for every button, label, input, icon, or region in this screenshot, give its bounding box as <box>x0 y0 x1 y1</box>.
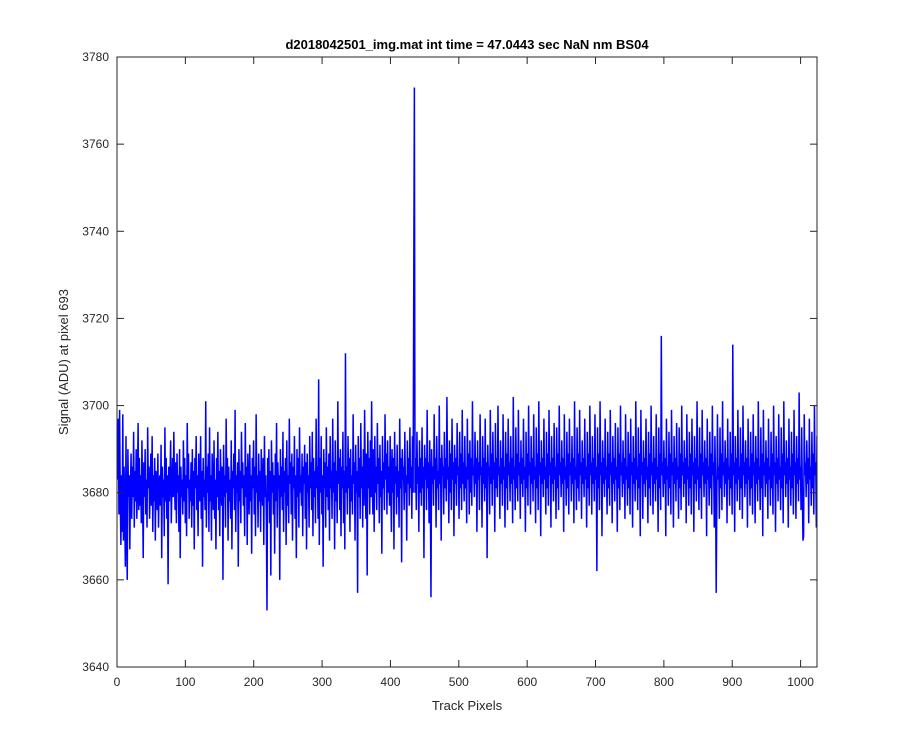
axes-background <box>117 57 817 667</box>
x-axis-ticks: 0 100 200 300 400 500 600 700 800 900 1000 <box>114 57 814 689</box>
x-axis-label: Track Pixels <box>432 698 503 713</box>
x-tick-label: 500 <box>449 675 469 689</box>
y-tick-label: 3760 <box>82 137 109 151</box>
x-tick-label: 100 <box>175 675 195 689</box>
axes-box <box>116 56 818 668</box>
x-tick-label: 0 <box>114 675 121 689</box>
y-tick-label: 3640 <box>82 660 109 674</box>
y-axis-label: Signal (ADU) at pixel 693 <box>56 289 71 435</box>
y-tick-label: 3720 <box>82 311 109 325</box>
x-tick-label: 700 <box>586 675 606 689</box>
x-tick-label: 800 <box>654 675 674 689</box>
y-axis-ticks: 3640 3660 3680 3700 3720 3740 3760 3780 <box>82 50 817 674</box>
x-tick-label: 1000 <box>787 675 814 689</box>
x-tick-label: 400 <box>380 675 400 689</box>
signal-series-line <box>117 87 817 611</box>
x-tick-label: 200 <box>244 675 264 689</box>
x-tick-label: 900 <box>722 675 742 689</box>
plot-title: d2018042501_img.mat int time = 47.0443 s… <box>285 37 649 52</box>
y-tick-label: 3780 <box>82 50 109 64</box>
x-tick-label: 600 <box>517 675 537 689</box>
y-tick-label: 3680 <box>82 486 109 500</box>
y-tick-label: 3740 <box>82 224 109 238</box>
y-tick-label: 3700 <box>82 399 109 413</box>
x-tick-label: 300 <box>312 675 332 689</box>
y-tick-label: 3660 <box>82 573 109 587</box>
series-layer <box>117 87 817 611</box>
